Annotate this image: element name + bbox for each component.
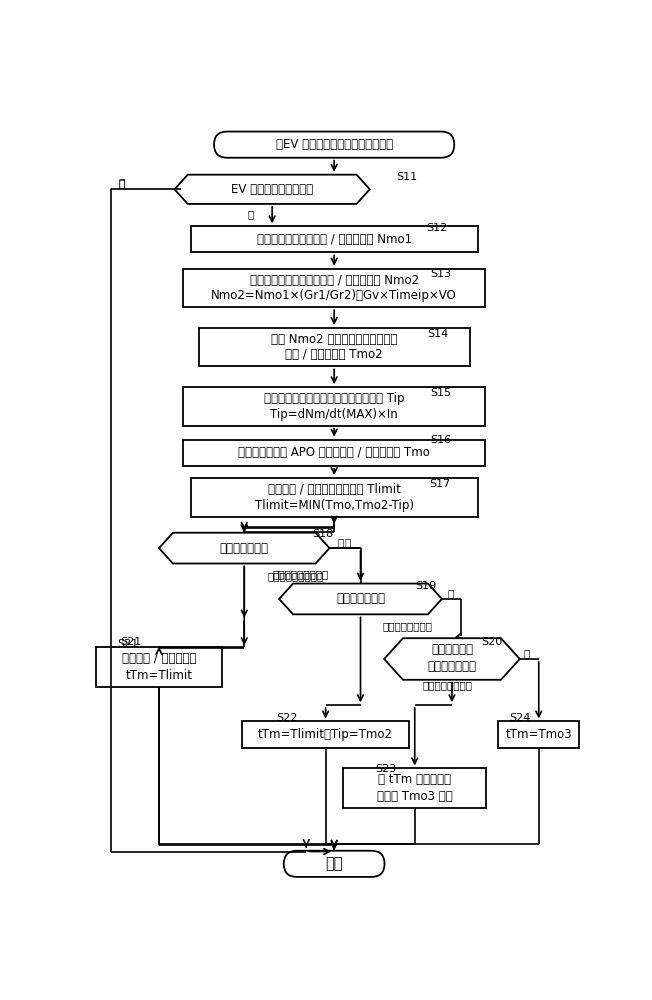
Bar	[198, 328, 470, 366]
Text: tTm=Tlimit: tTm=Tlimit	[125, 669, 192, 682]
Text: S11: S11	[396, 172, 417, 182]
Bar	[191, 478, 477, 517]
Text: 否（惯性阶段中）: 否（惯性阶段中）	[382, 622, 432, 632]
Text: S22: S22	[276, 713, 297, 723]
Text: Tlimit=MIN(Tmo,Tmo2-Tip): Tlimit=MIN(Tmo,Tmo2-Tip)	[255, 498, 413, 512]
Bar	[183, 440, 485, 466]
Polygon shape	[175, 175, 370, 204]
Text: S23: S23	[376, 764, 396, 774]
FancyBboxPatch shape	[214, 132, 454, 158]
Text: 否（扭矩阶段中）: 否（扭矩阶段中）	[422, 680, 473, 690]
Text: S19: S19	[415, 581, 436, 591]
Text: S15: S15	[430, 388, 452, 398]
Text: 计算惯性阶段结束时的电机 / 发电机转速 Nmo2: 计算惯性阶段结束时的电机 / 发电机转速 Nmo2	[250, 274, 419, 287]
Text: 检索加速器开度 APO 对应的电机 / 发电机扭矩 Tmo: 检索加速器开度 APO 对应的电机 / 发电机扭矩 Tmo	[238, 446, 430, 459]
Text: S14: S14	[427, 329, 449, 339]
Text: 否（变速开始初期）: 否（变速开始初期）	[267, 572, 324, 582]
Text: 结束: 结束	[325, 856, 343, 871]
Text: S20: S20	[482, 637, 503, 647]
Text: 是: 是	[524, 648, 530, 658]
Text: S18: S18	[313, 529, 334, 539]
Text: 否（变速开始初期）: 否（变速开始初期）	[272, 569, 329, 579]
Text: 否: 否	[119, 179, 125, 189]
Text: S16: S16	[430, 435, 452, 445]
Bar	[191, 226, 477, 252]
Text: 是: 是	[344, 537, 351, 547]
Text: 设定变速开始时的电机 / 发电机转速 Nmo1: 设定变速开始时的电机 / 发电机转速 Nmo1	[257, 233, 411, 246]
Bar	[183, 269, 485, 307]
Text: S24: S24	[509, 713, 531, 723]
Text: 检索 Nmo2 的转速下可输出的最大: 检索 Nmo2 的转速下可输出的最大	[271, 333, 397, 346]
Bar	[96, 647, 222, 687]
Text: 目标值 Tmo3 降低: 目标值 Tmo3 降低	[377, 790, 452, 803]
Polygon shape	[159, 533, 329, 564]
Text: S12: S12	[426, 223, 447, 233]
FancyBboxPatch shape	[284, 851, 385, 877]
Text: S21: S21	[121, 637, 141, 647]
Text: Nmo2=Nmo1×(Gr1/Gr2)＋Gv×Timeip×VO: Nmo2=Nmo1×(Gr1/Gr2)＋Gv×Timeip×VO	[211, 289, 457, 302]
Text: tTm=Tlimit＋Tip=Tmo2: tTm=Tlimit＋Tip=Tmo2	[258, 728, 393, 741]
Text: 是: 是	[247, 209, 254, 219]
Polygon shape	[384, 638, 520, 680]
Bar	[243, 721, 409, 748]
Text: 使 tTm 向变速后的: 使 tTm 向变速后的	[378, 773, 451, 786]
Polygon shape	[279, 584, 442, 614]
Text: EV 行驶时急速降档中？: EV 行驶时急速降档中？	[231, 183, 313, 196]
Text: 是: 是	[447, 588, 454, 598]
Text: Tip=dNm/dt(MAX)×In: Tip=dNm/dt(MAX)×In	[271, 408, 398, 421]
Text: 是: 是	[337, 537, 344, 547]
Text: （EV 行驶中的急速降档控制）开始: （EV 行驶中的急速降档控制）开始	[276, 138, 393, 151]
Text: 电机 / 发电机扭矩 Tmo2: 电机 / 发电机扭矩 Tmo2	[286, 348, 383, 361]
Text: （变速结束）？: （变速结束）？	[428, 660, 477, 673]
Text: 扭矩阶段开始？: 扭矩阶段开始？	[336, 592, 385, 605]
Text: 决定电机 / 发电机扭矩上限值 Tlimit: 决定电机 / 发电机扭矩上限值 Tlimit	[268, 483, 400, 496]
Text: 计算进行惯性阶段所需要的扭矩增大量 Tip: 计算进行惯性阶段所需要的扭矩增大量 Tip	[264, 392, 404, 405]
Text: 惯性阶段开始？: 惯性阶段开始？	[220, 542, 269, 555]
Text: S13: S13	[430, 269, 452, 279]
Text: 目标电机 / 发电机扭矩: 目标电机 / 发电机扭矩	[122, 652, 196, 665]
Bar	[183, 387, 485, 426]
Bar	[498, 721, 579, 748]
Text: S17: S17	[429, 479, 450, 489]
Text: 否: 否	[119, 178, 125, 188]
Bar	[343, 768, 486, 808]
Text: tTm=Tmo3: tTm=Tmo3	[505, 728, 572, 741]
Text: 扭矩阶段结束: 扭矩阶段结束	[431, 643, 473, 656]
Text: S21: S21	[117, 639, 139, 649]
